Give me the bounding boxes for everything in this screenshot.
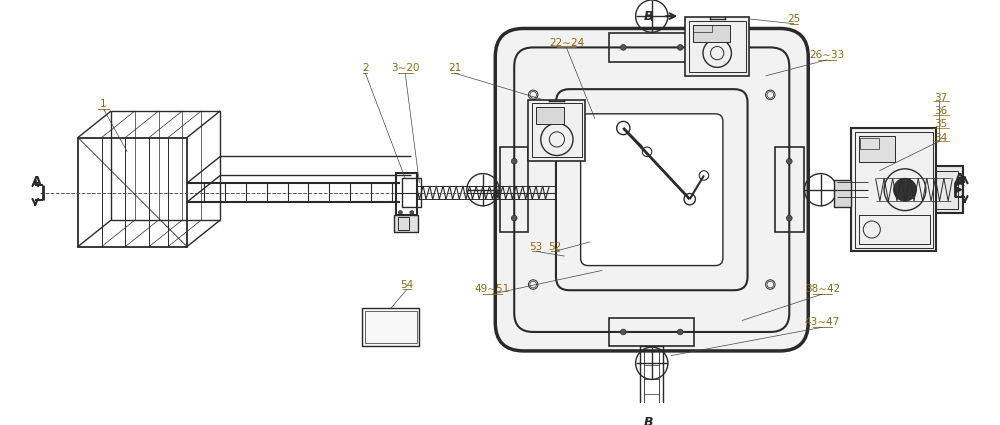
Bar	[693, 25, 730, 42]
Bar	[500, 147, 528, 232]
Circle shape	[620, 329, 626, 335]
Text: 22∼24: 22∼24	[549, 38, 584, 48]
Text: B: B	[644, 416, 654, 425]
Text: 25: 25	[787, 14, 801, 24]
Text: 1: 1	[100, 99, 107, 109]
Circle shape	[677, 329, 683, 335]
FancyBboxPatch shape	[495, 28, 808, 351]
Circle shape	[620, 45, 626, 50]
Text: 38∼42: 38∼42	[805, 284, 840, 294]
Circle shape	[677, 45, 683, 50]
Bar	[365, 311, 417, 343]
Circle shape	[511, 215, 517, 221]
Text: 52: 52	[548, 241, 562, 252]
Bar	[834, 180, 851, 207]
Bar	[532, 103, 582, 157]
Bar	[536, 107, 564, 124]
Text: 3∼20: 3∼20	[391, 63, 419, 73]
Text: 49∼51: 49∼51	[475, 284, 510, 294]
Text: 53: 53	[529, 241, 543, 252]
Bar	[775, 147, 804, 232]
Bar	[855, 132, 933, 247]
Text: 54: 54	[400, 280, 414, 289]
Bar	[644, 351, 659, 403]
Circle shape	[894, 178, 916, 201]
Bar	[873, 171, 958, 209]
Text: 34: 34	[934, 133, 948, 142]
Text: 26∼33: 26∼33	[810, 50, 845, 60]
Text: 43∼47: 43∼47	[805, 317, 840, 328]
Bar	[851, 128, 936, 251]
Bar	[859, 136, 895, 162]
FancyBboxPatch shape	[581, 114, 723, 266]
Bar	[640, 346, 663, 408]
Bar	[396, 173, 417, 215]
Text: A: A	[32, 175, 42, 188]
Text: 37: 37	[934, 93, 948, 103]
Bar	[394, 215, 418, 232]
Text: A: A	[955, 172, 965, 185]
Circle shape	[511, 159, 517, 164]
Text: 35: 35	[934, 119, 948, 129]
Circle shape	[786, 215, 792, 221]
Bar	[860, 138, 879, 149]
Text: 2: 2	[362, 63, 369, 73]
Bar	[362, 308, 419, 346]
Bar	[685, 17, 749, 76]
Circle shape	[410, 210, 414, 214]
Bar	[78, 138, 187, 246]
Bar	[528, 99, 585, 161]
Bar	[868, 166, 963, 213]
Bar	[693, 25, 712, 32]
Bar	[402, 178, 421, 207]
Bar	[689, 21, 746, 72]
Bar	[398, 217, 409, 230]
Bar	[111, 111, 220, 220]
Text: A: A	[955, 176, 965, 189]
Bar	[609, 33, 694, 62]
Circle shape	[399, 210, 402, 214]
Bar	[859, 215, 930, 244]
Circle shape	[786, 159, 792, 164]
Text: B: B	[644, 10, 654, 23]
Text: 21: 21	[448, 63, 461, 73]
Text: 36: 36	[934, 106, 948, 116]
Bar	[609, 318, 694, 346]
